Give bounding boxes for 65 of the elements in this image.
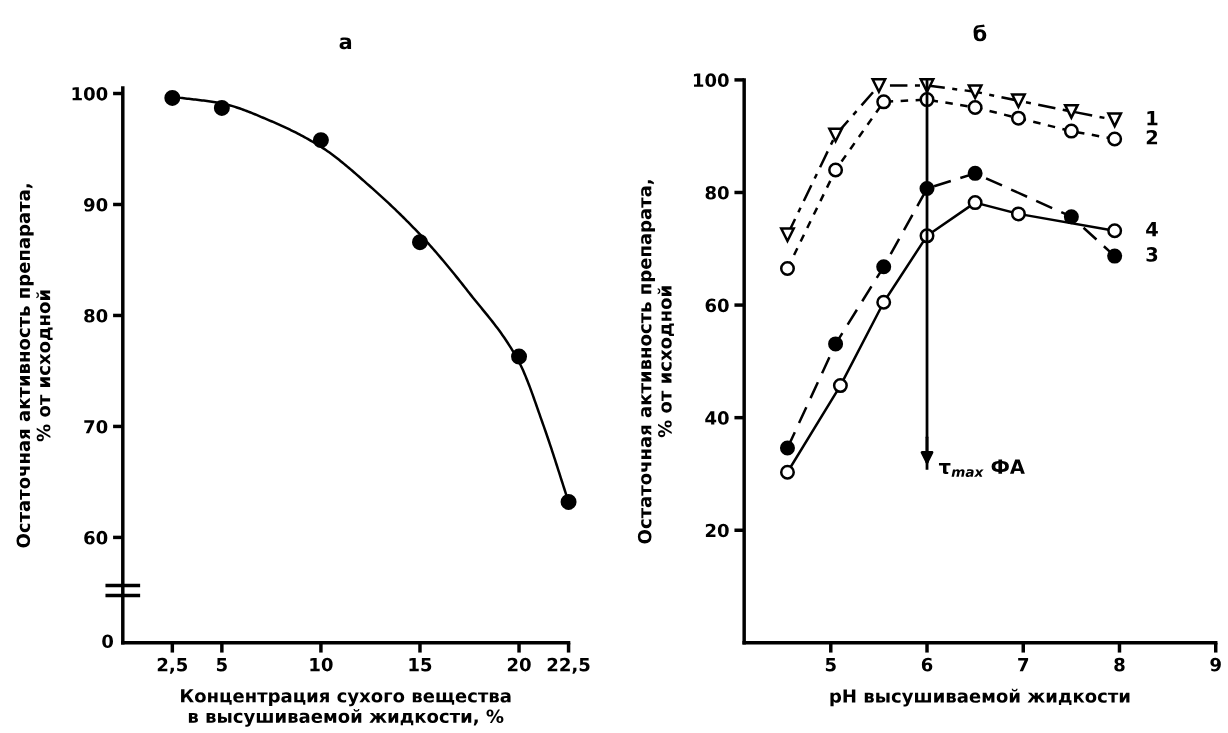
y-tick-label: 40 [705, 411, 729, 425]
point [1107, 131, 1123, 147]
point [411, 234, 428, 251]
point [779, 260, 795, 276]
series-label: 1 [1147, 111, 1158, 126]
point [312, 132, 329, 149]
series-label: 3 [1146, 247, 1158, 262]
point [967, 84, 983, 100]
y-tick-label: 80 [84, 308, 108, 323]
x-tick-label: 2,5 [157, 657, 188, 674]
point [1010, 110, 1026, 126]
series-label: 4 [1146, 221, 1158, 237]
point [876, 94, 892, 110]
x-tick-label: 9 [1210, 657, 1221, 672]
point [779, 464, 795, 480]
y-tick-label: 60 [705, 298, 729, 313]
point [560, 493, 577, 510]
chart-title: б [973, 24, 987, 42]
text: 0 [102, 634, 114, 649]
x-tick-label: 7 [1018, 657, 1029, 672]
ref-line-label: τ$_{max}$ ФА [938, 459, 1025, 478]
point [213, 99, 230, 116]
x-tick-label: 22,5 [547, 657, 590, 674]
x-tick-label: 5 [216, 657, 227, 672]
x-axis-title: pH высушиваемой жидкости [830, 688, 1130, 707]
point [164, 89, 181, 106]
point [967, 99, 983, 115]
point [832, 378, 848, 394]
y-tick-label: 60 [84, 530, 108, 545]
point [511, 348, 528, 365]
point [828, 336, 844, 352]
point [779, 440, 795, 456]
point [1010, 93, 1026, 109]
point [876, 294, 892, 310]
x-tick-label: 6 [921, 657, 933, 672]
point [1107, 112, 1123, 128]
point [1107, 248, 1123, 264]
point [1063, 103, 1079, 119]
series-label: 2 [1146, 129, 1158, 145]
point [828, 127, 844, 143]
x-tick-label: 5 [825, 657, 836, 672]
y-tick-label: 70 [84, 419, 108, 434]
point [967, 195, 983, 211]
point [876, 259, 892, 275]
point [1063, 123, 1079, 139]
y-axis-title: Остаточная активность препарата, % от исходной [637, 180, 674, 544]
x-tick-label: 15 [409, 657, 432, 672]
y-tick-label: 90 [84, 197, 108, 212]
point [967, 165, 983, 181]
x-tick-label: 10 [310, 657, 333, 672]
x-tick-label: 20 [507, 657, 531, 672]
point [779, 227, 795, 243]
point [1063, 209, 1079, 225]
point [871, 78, 887, 94]
point [828, 162, 844, 178]
y-tick-label: 20 [705, 523, 729, 538]
x-tick-label: 8 [1114, 657, 1125, 672]
y-axis-title: Остаточная активность препарата, % от исходной [16, 184, 53, 548]
y-tick-label: 100 [693, 73, 729, 88]
x-axis-title: Концентрация сухого вещества в высушиваемой жидкости, % [181, 689, 511, 727]
y-tick-label: 80 [705, 185, 729, 200]
y-tick-label: 100 [72, 86, 108, 101]
point [1107, 223, 1123, 239]
chart-title: а [339, 37, 352, 50]
point [1010, 206, 1026, 222]
